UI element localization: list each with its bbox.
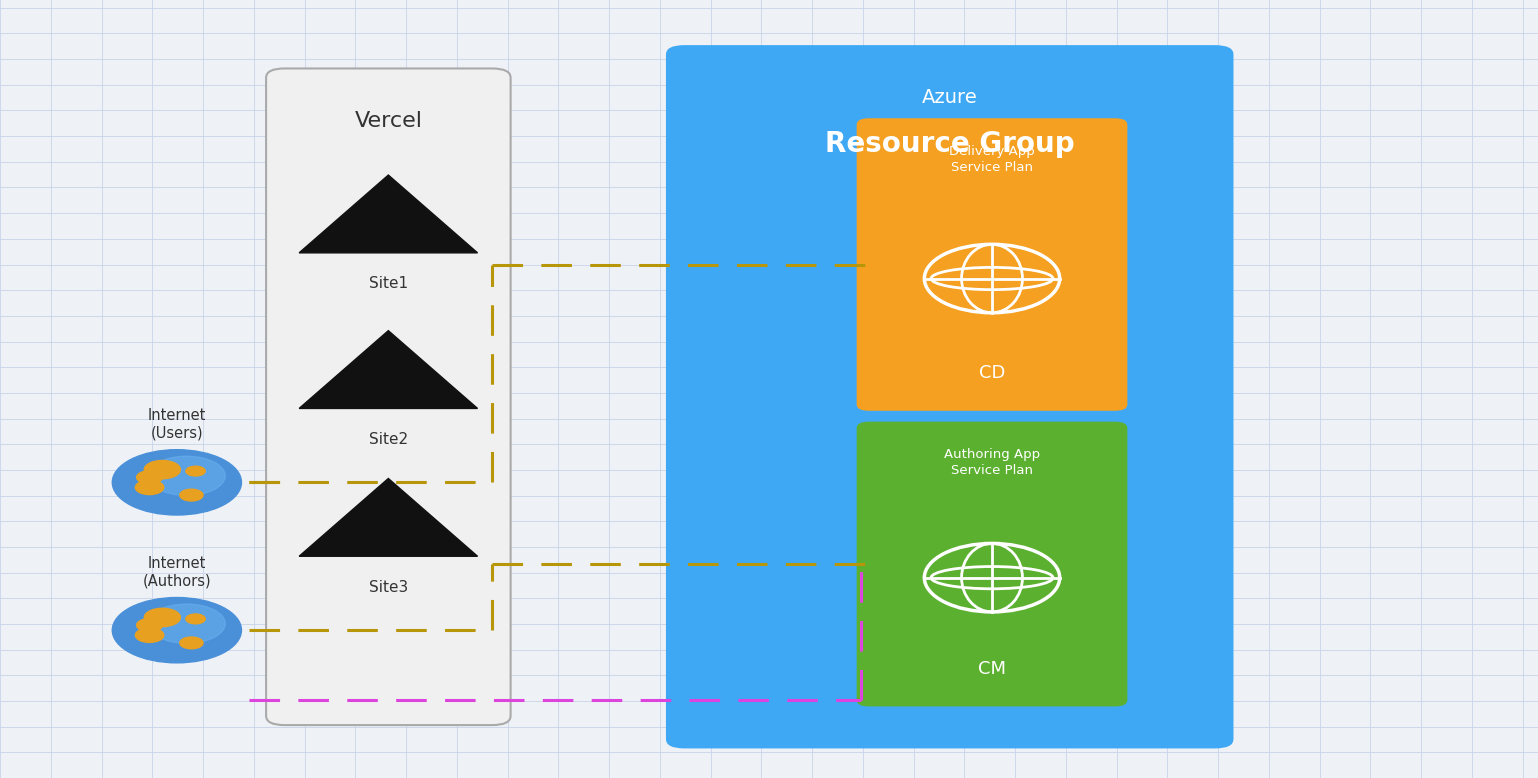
Polygon shape xyxy=(298,331,477,408)
Circle shape xyxy=(186,614,205,624)
FancyBboxPatch shape xyxy=(857,118,1127,411)
Text: Internet
(Users): Internet (Users) xyxy=(148,408,206,440)
Circle shape xyxy=(145,608,180,626)
Circle shape xyxy=(186,466,205,476)
Text: CM: CM xyxy=(978,660,1006,678)
Text: Site3: Site3 xyxy=(369,580,408,595)
Circle shape xyxy=(137,471,163,484)
Text: Delivery App
Service Plan: Delivery App Service Plan xyxy=(949,145,1035,174)
Circle shape xyxy=(148,604,226,643)
Text: Azure: Azure xyxy=(921,88,978,107)
Circle shape xyxy=(135,628,163,643)
Text: Site1: Site1 xyxy=(369,276,408,292)
Circle shape xyxy=(112,598,241,663)
Polygon shape xyxy=(298,175,477,253)
Text: Authoring App
Service Plan: Authoring App Service Plan xyxy=(944,448,1040,478)
Text: CD: CD xyxy=(978,364,1006,383)
Circle shape xyxy=(112,450,241,515)
Circle shape xyxy=(148,456,226,496)
FancyBboxPatch shape xyxy=(266,68,511,725)
Circle shape xyxy=(180,489,203,501)
Circle shape xyxy=(137,619,163,632)
Text: Resource Group: Resource Group xyxy=(824,130,1075,158)
Text: Site2: Site2 xyxy=(369,432,408,447)
Circle shape xyxy=(180,637,203,649)
FancyBboxPatch shape xyxy=(666,45,1233,748)
Polygon shape xyxy=(298,478,477,556)
Text: Internet
(Authors): Internet (Authors) xyxy=(143,555,211,588)
Circle shape xyxy=(145,461,180,478)
Circle shape xyxy=(135,480,163,495)
Text: Vercel: Vercel xyxy=(354,110,423,131)
FancyBboxPatch shape xyxy=(857,422,1127,706)
